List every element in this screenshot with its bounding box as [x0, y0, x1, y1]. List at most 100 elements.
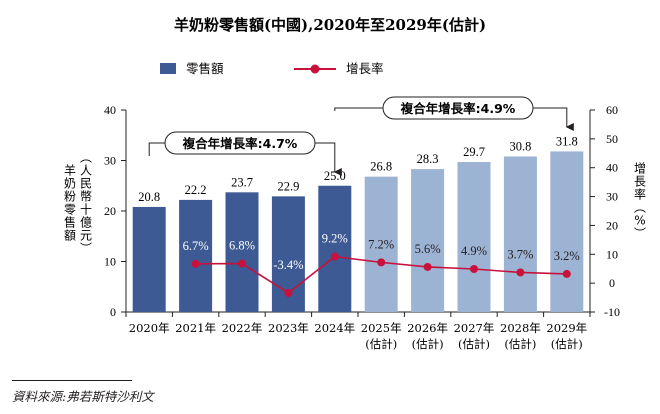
- chart-title: 羊奶粉零售額(中國),2020年至2029年(估計): [174, 16, 486, 34]
- bar-label-2: 23.7: [231, 175, 253, 189]
- growth-point-4: [330, 252, 339, 261]
- growth-label-3: -3.4%: [273, 258, 303, 272]
- growth-label-8: 3.7%: [507, 247, 533, 261]
- y-right-tick-label: 40: [606, 161, 618, 175]
- bar-5: [364, 176, 398, 312]
- bar-label-3: 22.9: [277, 179, 299, 193]
- bar-label-7: 29.7: [463, 145, 485, 159]
- y-right-tick-label: 0: [609, 276, 615, 290]
- y-right-tick-label: 30: [606, 190, 618, 204]
- x-tick-label-2: 2022年: [222, 321, 263, 335]
- svg-text:民: 民: [80, 177, 92, 191]
- bar-7: [457, 162, 491, 312]
- svg-text:︵: ︵: [80, 151, 92, 165]
- svg-text:十: 十: [80, 203, 92, 217]
- svg-text:︶: ︶: [80, 242, 92, 256]
- growth-point-1: [191, 259, 200, 268]
- cagr-text: 複合年增長率:4.7%: [182, 136, 298, 151]
- legend-label-1: 增長率: [346, 61, 384, 76]
- cagr-arrow: [533, 107, 574, 131]
- bar-2: [225, 192, 259, 312]
- svg-text:增: 增: [634, 162, 646, 176]
- growth-label-2: 6.8%: [229, 239, 255, 253]
- bar-1: [179, 199, 213, 312]
- svg-text:率: 率: [634, 187, 646, 202]
- y-left-tick-label: 0: [110, 305, 116, 319]
- bar-6: [411, 169, 445, 312]
- bar-label-1: 22.2: [185, 183, 207, 197]
- cagr-annotation-1: 複合年增長率:4.9%: [334, 96, 574, 131]
- x-tick-label-0: 2020年: [129, 321, 170, 335]
- svg-text:羊: 羊: [64, 163, 76, 178]
- growth-point-7: [470, 265, 478, 274]
- legend-label-0: 零售額: [186, 61, 224, 76]
- y-left-tick-label: 10: [104, 255, 116, 269]
- svg-text:%: %: [634, 214, 645, 228]
- x-tick-sublabel-5: (估計): [365, 337, 397, 351]
- cagr-box: [164, 131, 316, 155]
- axes: 0 10 20 30 40 -10 0 10 20 30 40 50 60 2020年 2021年 2022年…: [64, 103, 646, 351]
- cagr-arrow: [315, 142, 342, 176]
- growth-label-7: 4.9%: [461, 244, 487, 258]
- x-tick-label-9: 2029年: [546, 321, 587, 335]
- x-tick-label-1: 2021年: [175, 321, 216, 335]
- growth-point-6: [423, 262, 432, 271]
- y-right-tick-label: 50: [606, 132, 618, 146]
- bar-4: [318, 185, 352, 312]
- cagr-bracket-left: [334, 107, 383, 111]
- legend-dot-1: [310, 64, 320, 74]
- growth-label-1: 6.7%: [183, 239, 209, 253]
- cagr-bracket-left: [148, 142, 165, 156]
- x-tick-label-6: 2026年: [407, 321, 448, 335]
- growth-label-4: 9.2%: [322, 232, 348, 246]
- svg-text:︶: ︶: [634, 227, 646, 241]
- legend: 零售額 增長率: [160, 61, 384, 76]
- x-tick-sublabel-9: (估計): [551, 337, 583, 351]
- legend-swatch-0: [160, 63, 176, 74]
- y-right-tick-label: -10: [604, 305, 620, 319]
- x-tick-label-8: 2028年: [500, 321, 541, 335]
- growth-point-3: [284, 288, 293, 297]
- growth-point-2: [238, 259, 246, 268]
- svg-text:億: 億: [80, 216, 92, 230]
- y-left-axis-title: 羊奶粉零售額: [64, 163, 76, 243]
- growth-label-5: 7.2%: [368, 237, 394, 251]
- svg-text:人: 人: [80, 164, 92, 178]
- bar-8: [503, 156, 537, 312]
- y-right-tick-label: 20: [606, 218, 618, 232]
- svg-text:長: 長: [634, 175, 646, 189]
- growth-point-5: [377, 258, 386, 267]
- cagr-text: 複合年增長率:4.9%: [400, 101, 516, 116]
- bar-9: [550, 151, 584, 312]
- growth-point-9: [562, 269, 571, 278]
- growth-point-8: [516, 268, 525, 277]
- x-tick-label-4: 2024年: [314, 321, 355, 335]
- bar-label-0: 20.8: [138, 190, 160, 204]
- source-divider: [12, 380, 132, 381]
- y-right-axis-title: 增長率︵%︶: [634, 162, 646, 241]
- y-right-tick-label: 10: [606, 247, 618, 261]
- svg-text:粉: 粉: [64, 190, 76, 204]
- svg-text:︵: ︵: [634, 201, 646, 215]
- x-tick-sublabel-8: (估計): [504, 337, 536, 351]
- x-tick-sublabel-6: (估計): [412, 337, 444, 351]
- y-left-tick-label: 30: [104, 154, 116, 168]
- bars: 20.822.223.7 22.925.026.828.329.7 30.8 31.8: [132, 134, 584, 312]
- cagr-annotation-0: 複合年增長率:4.7%: [148, 131, 342, 176]
- cagr-box: [382, 96, 534, 120]
- y-right-tick-label: 60: [606, 103, 618, 117]
- x-tick-label-7: 2027年: [454, 321, 495, 335]
- y-left-tick-label: 20: [104, 204, 116, 218]
- bar-label-5: 26.8: [370, 160, 392, 174]
- x-tick-sublabel-7: (估計): [458, 337, 490, 351]
- svg-text:零: 零: [64, 203, 76, 217]
- bar-0: [132, 206, 166, 312]
- growth-label-9: 3.2%: [554, 249, 580, 263]
- svg-text:售: 售: [64, 215, 76, 230]
- svg-text:幣: 幣: [80, 190, 92, 204]
- svg-text:奶: 奶: [64, 177, 76, 191]
- annotations: 複合年增長率:4.7% 複合年增長率:4.9%: [148, 96, 574, 176]
- growth-line: 6.7% 6.8% -3.4% 9.2% 7.2% 5.6% 4.9% 3.7% 3.2%: [183, 232, 580, 297]
